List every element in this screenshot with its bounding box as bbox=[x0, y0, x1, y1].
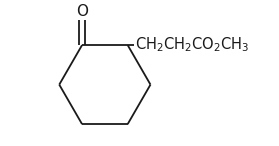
Text: O: O bbox=[76, 4, 88, 19]
Text: CH$_2$CH$_2$CO$_2$CH$_3$: CH$_2$CH$_2$CO$_2$CH$_3$ bbox=[134, 36, 249, 54]
